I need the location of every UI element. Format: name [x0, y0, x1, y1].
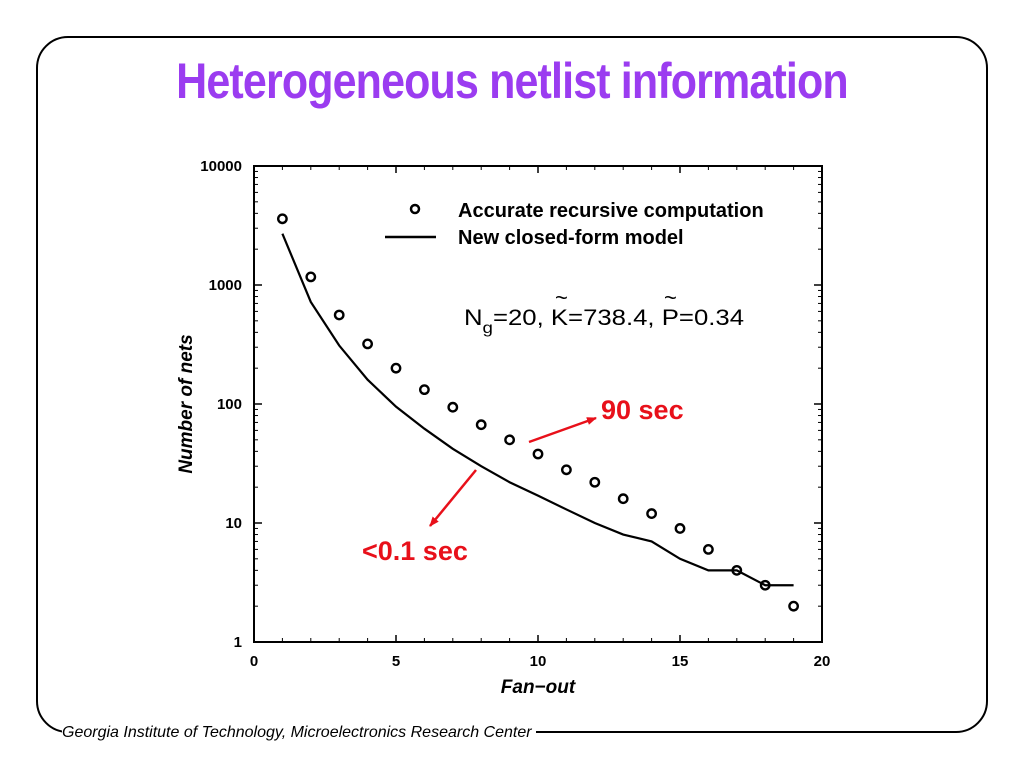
param-k-tilde: ~: [555, 285, 568, 310]
data-point-accurate: [362, 338, 373, 350]
x-tick-label: 15: [672, 653, 689, 670]
x-axis-title: Fan−out: [501, 677, 576, 698]
data-point-accurate: [333, 309, 345, 321]
x-tick-label: 20: [814, 653, 831, 670]
x-tick-label: 5: [392, 653, 400, 670]
y-tick-label: 1: [234, 634, 242, 651]
data-point-accurate: [703, 544, 714, 555]
svg-text:Ng=20, K=738.4, P=0.34: Ng=20, K =738.4, P =0.34: [464, 305, 744, 337]
x-tick-label: 0: [250, 653, 258, 670]
param-p-symbol: P: [662, 305, 679, 330]
y-tick-label: 1000: [209, 277, 242, 294]
series-line-closed-form: [281, 233, 794, 587]
data-point-accurate: [788, 600, 799, 612]
data-point-accurate: [418, 384, 430, 396]
x-tick-label: 10: [530, 653, 547, 670]
data-point-accurate: [646, 508, 657, 519]
legend-marker-accurate: [409, 203, 421, 215]
param-n-value: =20,: [493, 305, 551, 330]
data-point-accurate: [674, 523, 686, 534]
data-point-accurate: [447, 401, 459, 413]
data-point-accurate: [390, 362, 402, 374]
param-p-value: =0.34: [679, 305, 744, 330]
param-n-subscript: g: [483, 320, 493, 337]
annotation-90-sec: 90 sec: [601, 395, 684, 425]
param-n-symbol: N: [464, 305, 483, 330]
param-k-value: =738.4,: [568, 305, 662, 330]
arrow-90-sec: [528, 416, 597, 444]
data-point-accurate: [589, 476, 601, 488]
footer-text: Georgia Institute of Technology, Microel…: [62, 724, 536, 742]
param-k-symbol: K: [551, 305, 569, 330]
annotation-01-sec: <0.1 sec: [362, 536, 468, 566]
param-p-tilde: ~: [664, 285, 677, 310]
data-point-accurate: [532, 448, 544, 460]
y-tick-label: 10000: [200, 158, 242, 175]
data-point-accurate: [276, 213, 288, 225]
data-point-accurate: [475, 419, 487, 431]
legend-label-accurate: Accurate recursive computation: [458, 200, 764, 222]
data-point-accurate: [305, 271, 317, 283]
data-point-accurate: [561, 464, 572, 476]
legend-label-closed-form: New closed-form model: [458, 227, 684, 249]
data-point-accurate: [617, 493, 629, 505]
y-tick-label: 100: [217, 396, 242, 413]
y-axis-title: Number of nets: [176, 334, 197, 473]
arrow-01-sec: [429, 469, 477, 527]
slide-title: Heterogeneous netlist information: [176, 53, 848, 109]
y-tick-label: 10: [225, 515, 242, 532]
data-point-accurate: [504, 434, 515, 446]
